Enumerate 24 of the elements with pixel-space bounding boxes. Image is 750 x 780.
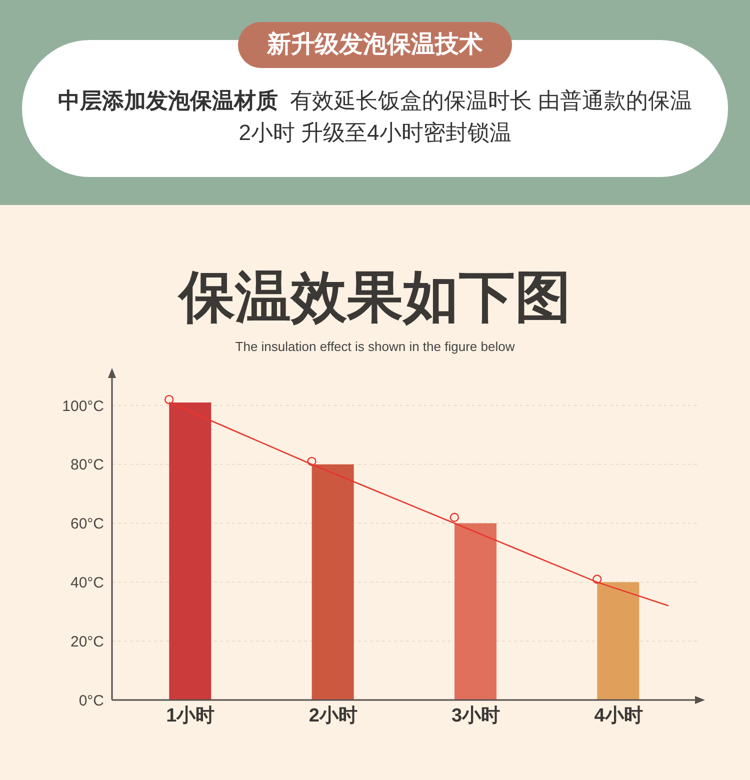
point bbox=[450, 512, 460, 522]
x-tick-label: 1小时 bbox=[166, 704, 215, 726]
y-tick-label: 20°C bbox=[70, 633, 104, 650]
y-tick-label: 60°C bbox=[70, 516, 104, 533]
point bbox=[592, 574, 602, 584]
bar bbox=[312, 464, 354, 700]
text: 2小时 升级至4小时密封锁温 bbox=[238, 120, 512, 145]
bar bbox=[597, 582, 640, 700]
bar bbox=[169, 402, 212, 700]
chart-subtitle: The insulation effect is shown in the figure below bbox=[234, 338, 516, 356]
bar bbox=[454, 523, 496, 700]
x-tick-label: 3小时 bbox=[452, 704, 500, 726]
text: 新升级发泡保温技术 bbox=[238, 22, 512, 68]
y-tick-label: 40°C bbox=[70, 574, 104, 592]
text: 有效延长饭盒的保温时长 由普通款的保温 bbox=[290, 88, 692, 113]
x-tick-label: 4小时 bbox=[594, 704, 643, 726]
point bbox=[307, 456, 316, 466]
text: 中层添加发泡保温材质 bbox=[58, 88, 278, 113]
y-tick-label: 100°C bbox=[62, 398, 104, 415]
point bbox=[164, 394, 174, 404]
y-tick-label: 80°C bbox=[70, 456, 104, 474]
chart-title: 保温效果如下图 bbox=[176, 264, 572, 330]
y-tick-label: 0°C bbox=[78, 692, 104, 710]
x-tick-label: 2小时 bbox=[308, 704, 358, 726]
